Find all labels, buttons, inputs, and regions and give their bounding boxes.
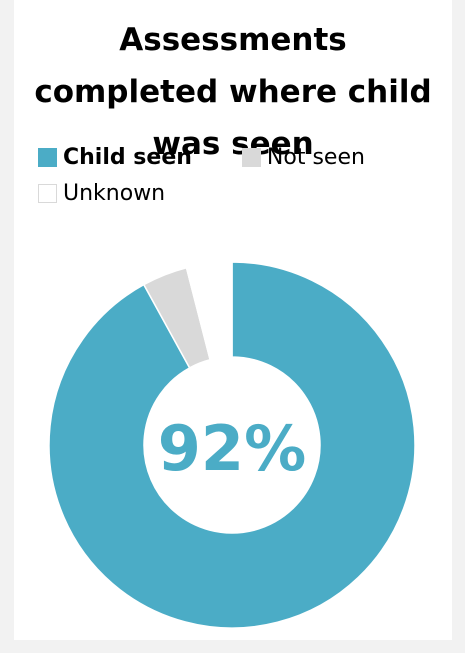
legend: Child seen Not seen Unknown: [38, 140, 438, 212]
chart-title: Assessments completed where child was se…: [34, 22, 432, 162]
legend-label: Not seen: [266, 144, 365, 170]
legend-item: Not seen: [241, 140, 365, 174]
legend-swatch: [38, 147, 57, 167]
legend-item: Child seen: [38, 140, 192, 174]
donut-segment: [185, 261, 233, 361]
donut-segment: [48, 261, 416, 629]
legend-label: Unknown: [63, 180, 166, 206]
legend-swatch: [38, 183, 57, 203]
legend-swatch: [241, 147, 261, 167]
legend-label: Child seen: [63, 144, 192, 170]
legend-item: Unknown: [38, 176, 165, 210]
center-label: 92%: [158, 412, 306, 485]
